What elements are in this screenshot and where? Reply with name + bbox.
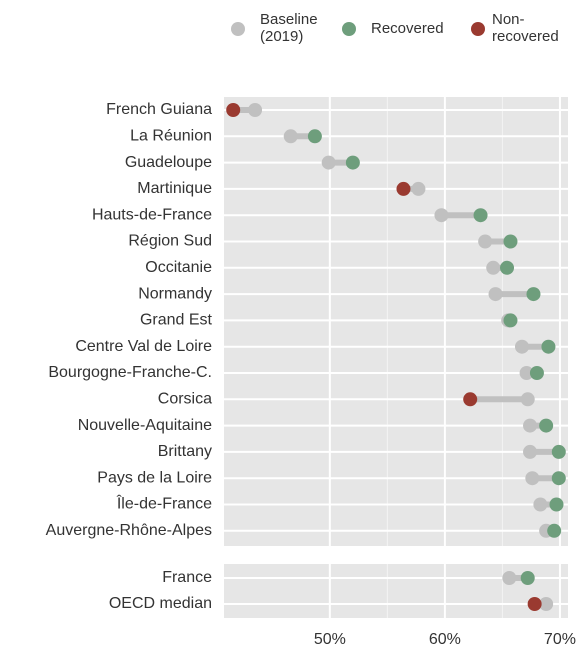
dot bbox=[463, 392, 478, 407]
y-tick-label: OECD median bbox=[109, 595, 212, 612]
dot bbox=[549, 497, 564, 512]
dot bbox=[307, 129, 322, 144]
dot bbox=[486, 260, 501, 275]
legend-label: Non-recovered bbox=[492, 11, 559, 45]
dot bbox=[500, 260, 515, 275]
dot bbox=[434, 208, 449, 223]
dot bbox=[527, 597, 542, 611]
legend-swatch bbox=[471, 22, 485, 36]
dot bbox=[514, 339, 529, 354]
x-tick-label: 70% bbox=[544, 631, 576, 648]
y-tick-label: Martinique bbox=[137, 180, 212, 197]
dot bbox=[541, 339, 556, 354]
dot bbox=[503, 313, 518, 328]
x-tick-label: 60% bbox=[429, 631, 461, 648]
dot bbox=[520, 392, 535, 407]
y-tick-label: Occitanie bbox=[145, 259, 212, 276]
dot bbox=[345, 155, 360, 170]
legend-swatch bbox=[342, 22, 356, 36]
dot bbox=[523, 444, 538, 459]
dot bbox=[321, 155, 336, 170]
dot bbox=[248, 103, 263, 117]
y-tick-label: Auvergne-Rhône-Alpes bbox=[46, 522, 212, 539]
dot bbox=[519, 366, 534, 380]
panel-background bbox=[224, 564, 568, 618]
y-tick-label: French Guiana bbox=[106, 101, 212, 118]
y-tick-label: Corsica bbox=[158, 391, 212, 408]
dot bbox=[226, 103, 241, 117]
dot bbox=[411, 181, 426, 196]
y-tick-label: France bbox=[162, 569, 212, 586]
dot bbox=[526, 287, 541, 302]
y-tick-label: La Réunion bbox=[130, 128, 212, 145]
legend-label: Recovered bbox=[371, 20, 444, 37]
y-tick-label: Grand Est bbox=[140, 312, 213, 329]
dot bbox=[551, 471, 566, 486]
dot bbox=[520, 571, 535, 585]
dot bbox=[547, 523, 562, 538]
y-tick-label: Nouvelle-Aquitaine bbox=[78, 417, 212, 434]
dot bbox=[551, 444, 566, 459]
dot bbox=[488, 287, 503, 302]
dot bbox=[396, 181, 411, 196]
legend-swatch bbox=[231, 22, 245, 36]
dot bbox=[523, 418, 538, 433]
dot bbox=[529, 366, 544, 380]
dot bbox=[283, 129, 298, 144]
dot bbox=[525, 471, 540, 486]
y-tick-label: Île-de-France bbox=[116, 494, 212, 513]
dot bbox=[533, 497, 548, 512]
dot bbox=[502, 571, 517, 585]
y-tick-label: Hauts-de-France bbox=[92, 206, 212, 223]
y-tick-label: Région Sud bbox=[128, 233, 212, 250]
dot bbox=[478, 234, 493, 249]
dot bbox=[539, 597, 554, 611]
legend-label: Baseline (2019) bbox=[260, 11, 322, 45]
y-tick-label: Pays de la Loire bbox=[97, 469, 212, 486]
dot bbox=[503, 234, 518, 249]
y-tick-label: Brittany bbox=[158, 443, 212, 460]
y-tick-label: Bourgogne-Franche-C. bbox=[48, 364, 212, 381]
dot bbox=[473, 208, 488, 223]
y-tick-label: Guadeloupe bbox=[125, 154, 212, 171]
y-tick-label: Centre Val de Loire bbox=[75, 338, 212, 355]
y-tick-label: Normandy bbox=[138, 285, 212, 302]
x-tick-label: 50% bbox=[314, 631, 346, 648]
dot bbox=[539, 418, 554, 433]
